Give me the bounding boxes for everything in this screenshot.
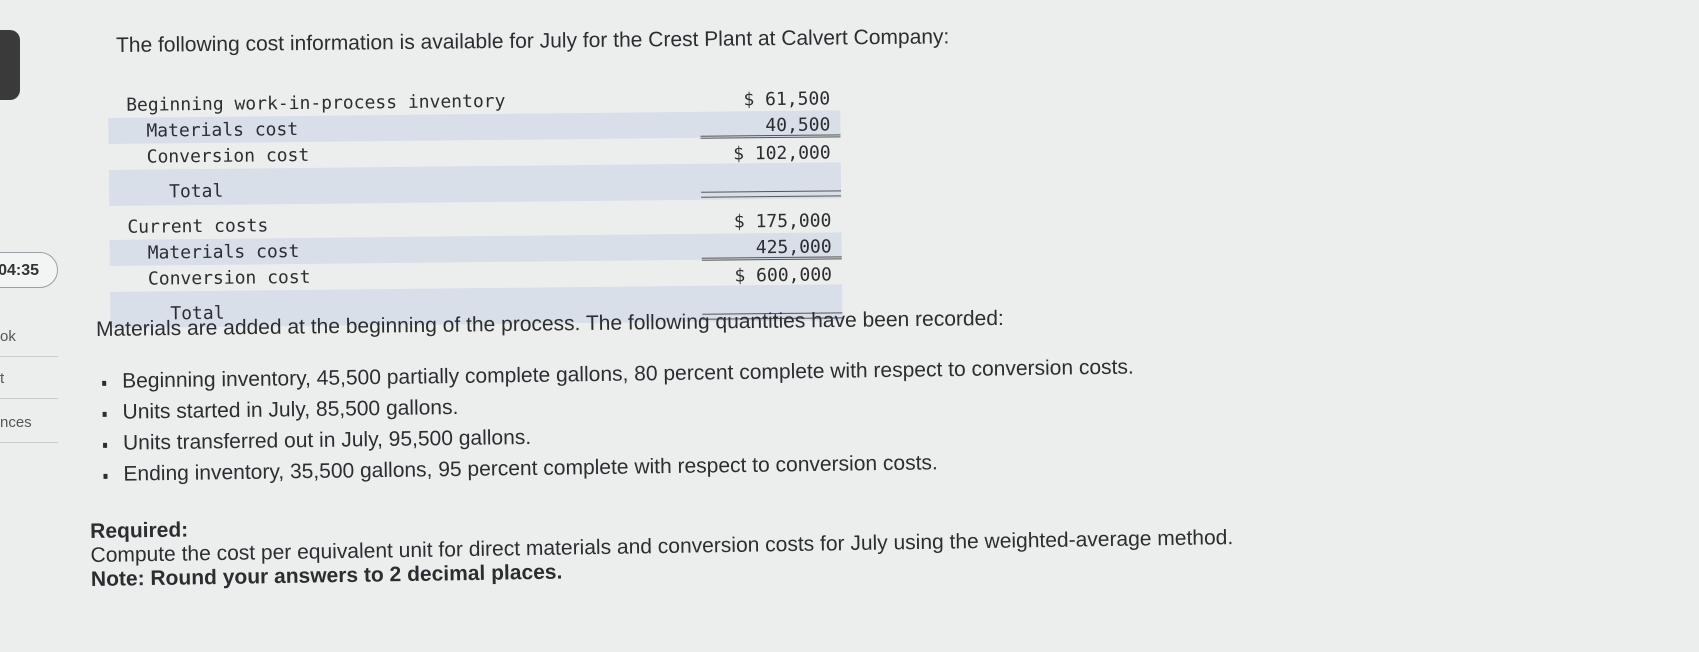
cc-materials-value: $ 175,000 [733,210,832,233]
sidebar-link-ebook[interactable]: ok [0,328,16,345]
underline [701,256,842,259]
left-sidebar: 04:35 ok t nces [0,0,62,652]
bwip-conversion-label: Conversion cost [146,144,310,168]
cc-conversion-label: Conversion cost [147,266,311,290]
sidebar-divider [0,442,58,443]
bwip-total-label: Total [168,180,224,203]
cc-materials-label: Materials cost [147,241,300,264]
current-costs-label: Current costs [127,215,269,238]
required-section: Required: Compute the cost per equivalen… [90,502,1234,592]
bwip-materials-label: Materials cost [146,119,299,142]
intro-text: The following cost information is availa… [115,25,950,57]
beginning-wip-label: Beginning work-in-process inventory [126,90,506,116]
bwip-materials-value: $ 61,500 [743,88,831,111]
sidebar-divider [0,398,58,399]
underline [700,134,841,137]
timer-badge[interactable]: 04:35 [0,252,58,288]
cost-information-table: Beginning work-in-process inventory Mate… [108,84,843,328]
sidebar-divider [0,356,58,357]
quantities-list: Beginning inventory, 45,500 partially co… [96,356,1135,494]
table-row: Total $ 102,000 [108,142,842,206]
bwip-total-value: $ 102,000 [733,142,831,165]
bwip-conversion-value: 40,500 [765,114,831,137]
sidebar-link-references[interactable]: nces [0,414,32,431]
double-underline [701,190,842,198]
cc-total-value: $ 600,000 [734,264,833,287]
cc-conversion-value: 425,000 [755,236,832,259]
sidebar-link-print[interactable]: t [0,370,5,387]
progress-indicator [0,30,20,100]
